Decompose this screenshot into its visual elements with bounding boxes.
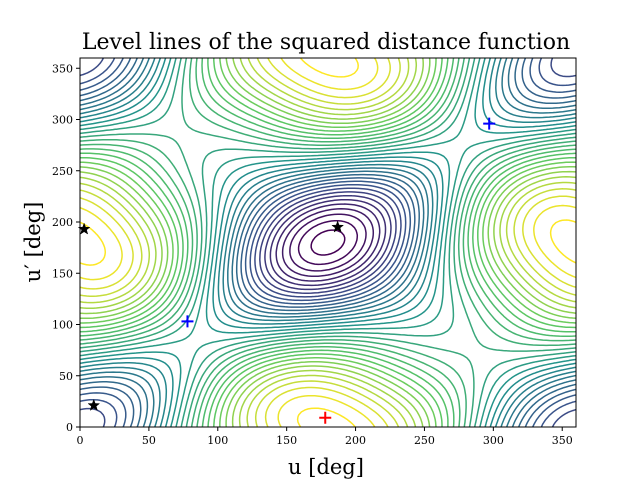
x-tick-label: 350 — [552, 434, 573, 447]
contour-level — [80, 58, 576, 427]
contour-level — [275, 203, 381, 282]
contour-level — [80, 58, 576, 427]
x-tick-label: 150 — [276, 434, 297, 447]
contour-level — [80, 58, 576, 427]
y-axis-label: u′ [deg] — [21, 202, 45, 283]
contour-level — [264, 194, 392, 291]
y-axis-ticks: 0 50 100 150 200 250 300 350 — [52, 62, 80, 434]
chart-title: Level lines of the squared distance func… — [82, 30, 570, 55]
contour-level — [80, 58, 576, 427]
contour-lines — [80, 58, 576, 427]
y-tick-label: 150 — [52, 267, 73, 280]
y-tick-label: 100 — [52, 319, 73, 332]
contour-level — [80, 58, 576, 427]
local-minimum-marker — [181, 315, 194, 328]
markers — [77, 117, 496, 424]
local-minimum-marker — [483, 117, 496, 130]
x-tick-label: 50 — [142, 434, 156, 447]
contour-level — [80, 58, 576, 427]
contour-level — [80, 58, 576, 427]
contour-level — [80, 58, 576, 427]
contour-level — [80, 58, 576, 427]
contour-level — [80, 58, 576, 427]
contour-level — [281, 208, 375, 278]
y-tick-label: 200 — [52, 216, 73, 229]
contour-level — [80, 58, 576, 427]
contour-level — [80, 58, 576, 427]
contour-level — [80, 58, 576, 427]
contour-level — [80, 58, 576, 427]
y-tick-label: 250 — [52, 165, 73, 178]
contour-level — [289, 213, 367, 272]
contour-level — [80, 58, 576, 427]
plot-frame — [79, 57, 577, 428]
y-tick-label: 300 — [52, 114, 73, 127]
contour-level — [297, 219, 359, 266]
saddle-point-marker — [87, 398, 101, 411]
contour-level — [310, 229, 346, 256]
x-tick-label: 0 — [77, 434, 84, 447]
contour-level — [80, 58, 576, 427]
contour-level — [80, 58, 576, 427]
x-axis-label: u [deg] — [288, 455, 364, 479]
x-axis-ticks: 0 50 100 150 200 250 300 350 — [77, 427, 573, 447]
contour-level — [80, 58, 576, 427]
y-tick-label: 50 — [59, 370, 73, 383]
x-tick-label: 200 — [345, 434, 366, 447]
saddle-point-marker — [331, 220, 345, 233]
contour-level — [269, 198, 387, 287]
y-tick-label: 0 — [66, 421, 73, 434]
x-tick-label: 300 — [483, 434, 504, 447]
y-tick-label: 350 — [52, 62, 73, 75]
contour-level — [80, 58, 576, 427]
contour-level — [80, 58, 576, 427]
contour-level — [80, 58, 576, 427]
contour-level — [80, 58, 576, 427]
contour-level — [80, 58, 576, 427]
x-tick-label: 100 — [207, 434, 228, 447]
contour-level — [80, 58, 576, 427]
x-tick-label: 250 — [414, 434, 435, 447]
contour-level — [80, 58, 576, 427]
contour-level — [259, 191, 397, 294]
global-minimum-marker — [319, 411, 332, 424]
